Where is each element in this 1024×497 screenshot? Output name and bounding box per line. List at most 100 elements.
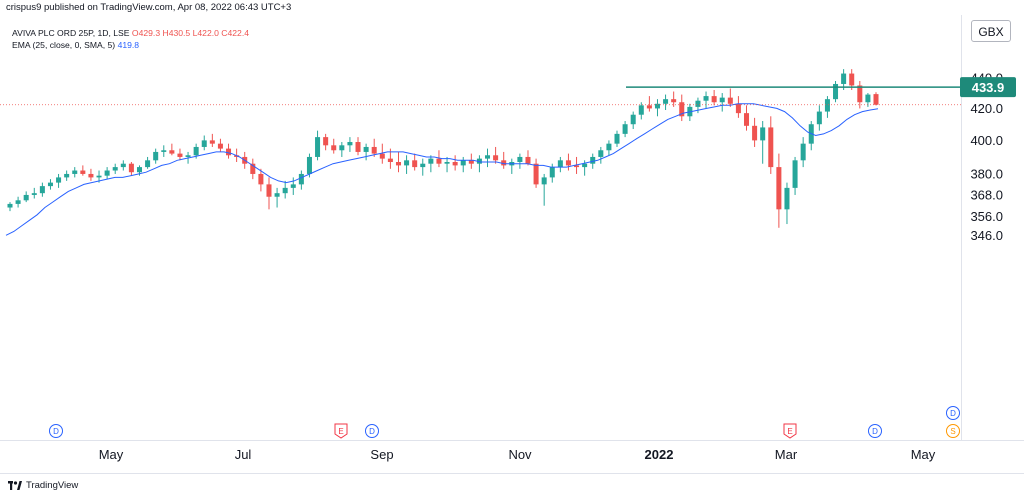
candle-body [47, 182, 53, 187]
candle-body [161, 150, 167, 152]
high-value: H430.5 [162, 28, 191, 38]
candle-body [590, 156, 596, 164]
low-value: L422.0 [192, 28, 219, 38]
candle-body [436, 158, 442, 164]
candle-body [193, 146, 199, 156]
candle-body [841, 73, 847, 84]
candle-body [768, 127, 774, 168]
x-tick-label: Mar [775, 447, 798, 462]
dividend-event-icon [868, 424, 882, 438]
candle-body [517, 156, 523, 163]
candle-body [39, 186, 45, 194]
y-tick-label: 346.0 [970, 228, 1003, 243]
candle-body [323, 137, 329, 146]
event-label: D [53, 427, 59, 436]
candle-body [468, 160, 474, 164]
candle-body [703, 96, 709, 101]
x-tick-label: Jul [235, 447, 252, 462]
candle-body [120, 163, 126, 168]
x-tick-label: May [99, 447, 124, 462]
candle-body [315, 137, 321, 157]
ema-value: 419.8 [117, 40, 140, 50]
candle-body [347, 142, 353, 146]
candle-body [792, 160, 798, 188]
candle-body [727, 97, 733, 104]
candle-body [533, 163, 539, 185]
event-label: D [950, 409, 956, 418]
candle-body [428, 158, 434, 164]
candle-body [258, 173, 264, 185]
earnings-event-icon [334, 423, 348, 439]
symbol-name[interactable]: AVIVA PLC ORD 25P, 1D, LSE [12, 28, 130, 38]
candle-body [833, 83, 839, 100]
earnings-event-icon [783, 423, 797, 439]
candle-body [23, 194, 29, 201]
candle-body [654, 103, 660, 109]
candle-body [752, 125, 758, 141]
candle-body [735, 103, 741, 114]
candle-body [444, 162, 450, 164]
candle-body [306, 156, 312, 174]
candle-body [646, 105, 652, 109]
candle-body [339, 145, 345, 151]
ema-line: EMA (25, close, 0, SMA, 5) 419.8 [12, 39, 249, 51]
symbol-line: AVIVA PLC ORD 25P, 1D, LSE O429.3 H430.5… [12, 27, 249, 39]
footer-brand-label: TradingView [26, 480, 79, 491]
candle-body [371, 146, 377, 154]
candle-body [282, 187, 288, 194]
candle-body [549, 167, 555, 178]
candle-body [816, 111, 822, 125]
candle-body [128, 163, 134, 173]
candle-body [363, 146, 369, 152]
candle-body [15, 200, 21, 204]
open-value: O429.3 [131, 28, 161, 38]
dividend-event-icon [49, 424, 63, 438]
candle-body [153, 151, 159, 161]
candle-body [290, 184, 296, 188]
candle-body [582, 163, 588, 168]
candle-body [201, 140, 207, 147]
candle-body [695, 100, 701, 107]
candle-body [379, 153, 385, 159]
candle-body [266, 184, 272, 197]
y-tick-label: 420.0 [970, 101, 1003, 116]
candle-body [679, 102, 685, 117]
event-label: D [369, 427, 375, 436]
candle-body [824, 99, 830, 112]
y-tick-label: 368.0 [970, 187, 1003, 202]
candle-body [493, 155, 499, 161]
candle-body [96, 175, 102, 178]
candle-body [541, 177, 547, 185]
candle-body [7, 203, 13, 208]
candle-body [250, 163, 256, 174]
x-tick-label: Nov [508, 447, 532, 462]
candle-body [72, 170, 78, 174]
y-tick-label: 400.0 [970, 133, 1003, 148]
candle-body [760, 127, 766, 141]
candle-body [217, 143, 223, 149]
y-tick-label: 356.0 [970, 209, 1003, 224]
close-value: C422.4 [221, 28, 250, 38]
candle-body [395, 162, 401, 166]
candle-body [501, 160, 507, 166]
candle-body [169, 150, 175, 154]
footer-brand: TradingView [8, 480, 78, 491]
split-event-icon [946, 424, 960, 438]
candle-body [776, 167, 782, 210]
currency-button[interactable]: GBX [971, 20, 1011, 42]
candle-body [177, 153, 183, 157]
x-tick-label: Sep [370, 447, 393, 462]
candle-body [104, 170, 110, 176]
candle-body [630, 114, 636, 125]
ema-label[interactable]: EMA (25, close, 0, SMA, 5) [12, 40, 116, 50]
candle-body [31, 193, 37, 195]
resistance-level-label-bg [960, 77, 1016, 98]
candle-body [574, 165, 580, 168]
candle-body [387, 158, 393, 163]
dividend-event-icon [946, 406, 960, 420]
candle-body [865, 94, 871, 103]
candle-body [145, 160, 151, 168]
candle-body [784, 187, 790, 210]
candle-body [719, 97, 725, 103]
